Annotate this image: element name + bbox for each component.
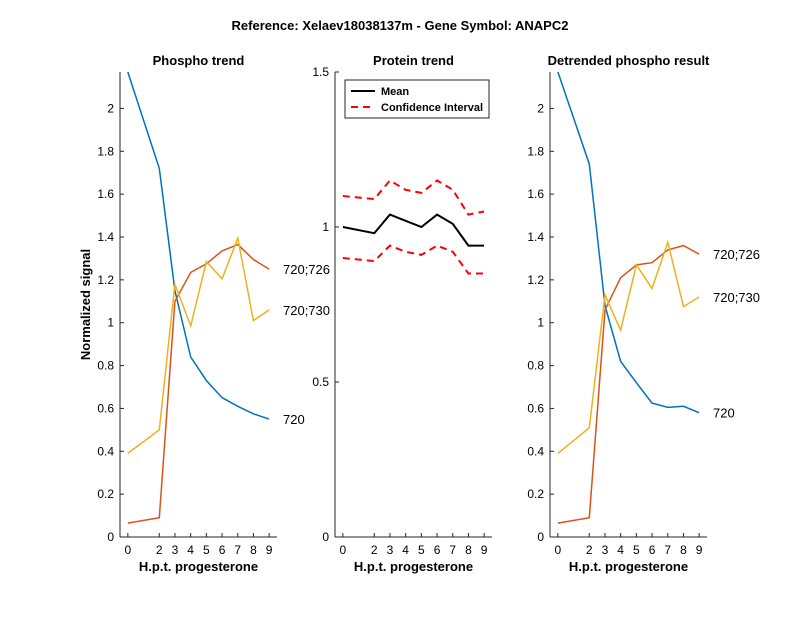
y-tick-label: 1.6 [527, 187, 544, 201]
series-line-720-730 [557, 239, 700, 454]
series-line-720-730 [127, 235, 270, 455]
x-axis-label: H.p.t. progesterone [139, 559, 258, 574]
y-tick-label: 1.4 [527, 230, 544, 244]
x-tick-label: 7 [234, 543, 241, 557]
y-tick-label: 1.5 [312, 65, 329, 79]
y-tick-label: 0 [322, 530, 329, 544]
series-end-label: 720 [713, 406, 735, 421]
x-axis-label: H.p.t. progesterone [569, 559, 688, 574]
y-tick-label: 1.2 [97, 273, 114, 287]
series-end-label: 720;726 [283, 262, 330, 277]
legend-box [344, 79, 490, 119]
y-tick-label: 0 [537, 530, 544, 544]
x-tick-label: 3 [172, 543, 179, 557]
x-tick-label: 2 [156, 543, 163, 557]
x-tick-label: 6 [219, 543, 226, 557]
legend: Mean Confidence Interval [344, 79, 490, 119]
y-tick-label: 1.8 [97, 144, 114, 158]
y-tick-label: 1.8 [527, 144, 544, 158]
y-tick-label: 0.5 [312, 375, 329, 389]
y-tick-label: 0.8 [527, 359, 544, 373]
x-tick-label: 3 [602, 543, 609, 557]
y-tick-label: 1.2 [527, 273, 544, 287]
x-tick-label: 0 [340, 543, 347, 557]
y-tick-label: 0.4 [97, 444, 114, 458]
x-tick-label: 2 [371, 543, 378, 557]
series-end-label: 720;726 [713, 247, 760, 262]
series-line-confidence-interval [342, 244, 485, 275]
y-tick-label: 1 [537, 316, 544, 330]
y-tick-label: 0.6 [97, 401, 114, 415]
x-tick-label: 3 [387, 543, 394, 557]
y-tick-label: 1.6 [97, 187, 114, 201]
x-tick-label: 9 [266, 543, 273, 557]
y-tick-label: 0.8 [97, 359, 114, 373]
y-tick-label: 0.6 [527, 401, 544, 415]
legend-entry-label: Confidence Interval [381, 102, 483, 114]
y-tick-label: 2 [107, 101, 114, 115]
x-tick-label: 7 [664, 543, 671, 557]
x-tick-label: 5 [203, 543, 210, 557]
series-end-label: 720 [283, 412, 305, 427]
series-line-720-726 [127, 243, 270, 524]
x-tick-label: 8 [465, 543, 472, 557]
series-line-720 [127, 72, 270, 420]
x-tick-label: 9 [696, 543, 703, 557]
y-tick-label: 1 [107, 316, 114, 330]
series-end-label: 720;730 [713, 290, 760, 305]
y-tick-label: 0.4 [527, 444, 544, 458]
x-tick-label: 0 [555, 543, 562, 557]
x-tick-label: 5 [633, 543, 640, 557]
panel-title: Phospho trend [153, 53, 245, 68]
figure-title: Reference: Xelaev18038137m - Gene Symbol… [232, 18, 569, 33]
x-tick-label: 2 [586, 543, 593, 557]
y-tick-label: 0.2 [527, 487, 544, 501]
x-tick-label: 4 [617, 543, 624, 557]
x-axis-label: H.p.t. progesterone [354, 559, 473, 574]
x-tick-label: 8 [680, 543, 687, 557]
y-tick-label: 1 [322, 220, 329, 234]
x-tick-label: 4 [187, 543, 194, 557]
panel-title: Detrended phospho result [548, 53, 710, 68]
y-axis-label: Normalized signal [78, 249, 93, 360]
series-line-720 [557, 72, 700, 414]
panel-title: Protein trend [373, 53, 454, 68]
series-end-label: 720;730 [283, 303, 330, 318]
chart-panel-1: 00.20.40.60.811.21.41.61.820 2 3 4 5 6 7 8 9Phos… [78, 53, 330, 574]
x-tick-label: 5 [418, 543, 425, 557]
y-tick-label: 2 [537, 101, 544, 115]
x-tick-label: 7 [449, 543, 456, 557]
series-line-720-726 [557, 244, 700, 524]
x-tick-label: 8 [250, 543, 257, 557]
chart-panel-2: 0 0.5 1 1.5 0 2 3 4 5 6 7 8 9 Protein trend H.p.t. pro… [312, 53, 492, 574]
y-tick-label: 1.4 [97, 230, 114, 244]
series-line-confidence-interval [342, 179, 485, 216]
y-tick-label: 0.2 [97, 487, 114, 501]
legend-entry-label: Mean [381, 86, 409, 98]
x-tick-label: 9 [481, 543, 488, 557]
x-tick-label: 6 [649, 543, 656, 557]
x-tick-label: 6 [434, 543, 441, 557]
chart-panel-3: 00.20.40.60.811.21.41.61.820 2 3 4 5 6 7 8 9Detr… [527, 53, 760, 574]
x-tick-label: 0 [125, 543, 132, 557]
y-tick-label: 0 [107, 530, 114, 544]
series-line-mean [342, 213, 485, 247]
x-tick-label: 4 [402, 543, 409, 557]
